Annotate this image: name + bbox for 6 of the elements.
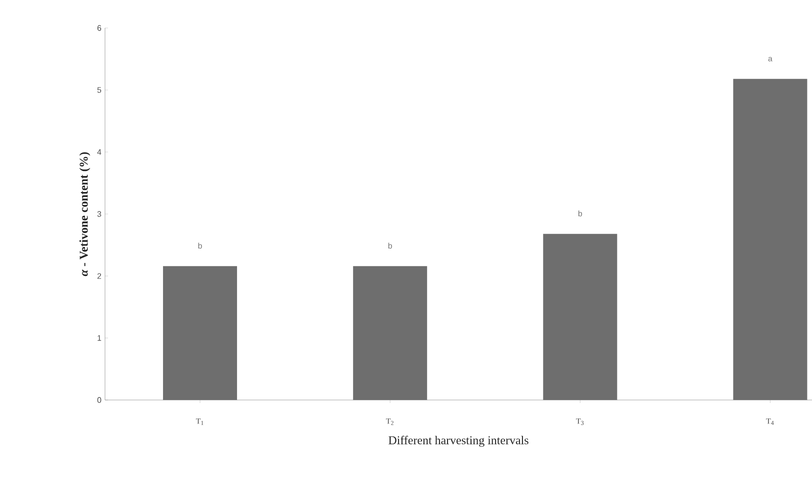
y-axis-title: α - Vetivone content (%)	[79, 152, 90, 276]
bar	[163, 266, 238, 400]
bar	[733, 78, 808, 400]
bar	[353, 266, 428, 400]
x-axis-title: Different harvesting intervals	[388, 436, 528, 447]
bar	[543, 234, 618, 400]
